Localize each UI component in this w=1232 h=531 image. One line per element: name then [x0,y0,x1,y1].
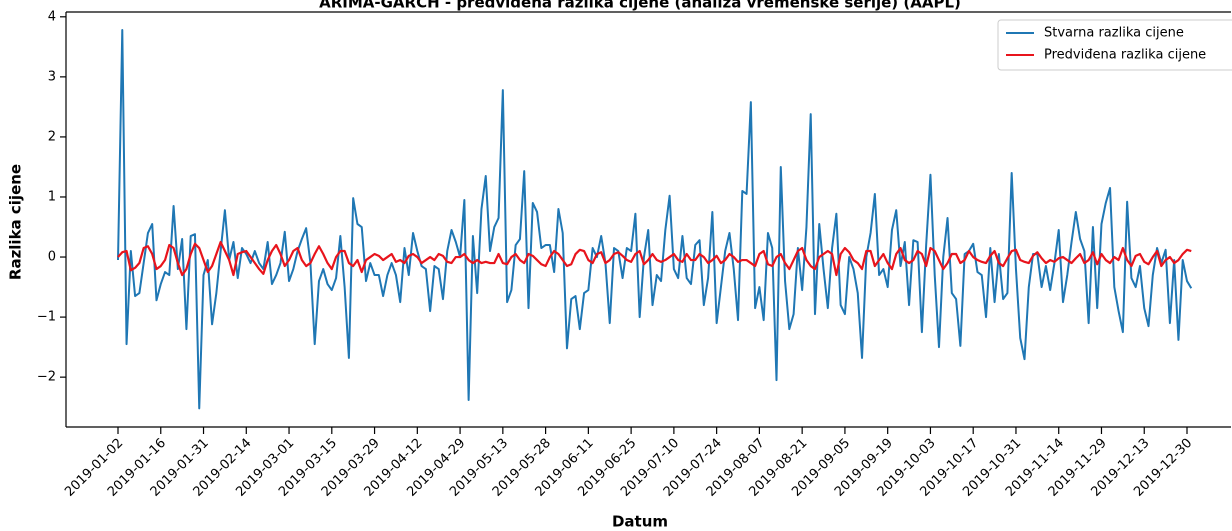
y-tick-label: 3 [48,69,56,84]
y-tick-label: 4 [48,9,56,24]
y-tick-label: −1 [37,310,56,325]
legend-label: Stvarna razlika cijene [1044,26,1184,41]
chart-title: ARIMA-GARCH - predviđena razlika cijene … [319,0,961,12]
y-tick-label: 0 [48,250,56,265]
y-tick-label: 1 [48,189,56,204]
y-tick-label: 2 [48,129,56,144]
legend-label: Predviđena razlika cijene [1044,48,1206,63]
series-line [117,29,1193,410]
y-tick-label: −2 [37,370,56,385]
series-line [117,240,1192,277]
x-axis-label: Datum [612,513,668,531]
legend-box [997,19,1232,71]
y-axis-label: Razlika cijene [7,164,25,280]
